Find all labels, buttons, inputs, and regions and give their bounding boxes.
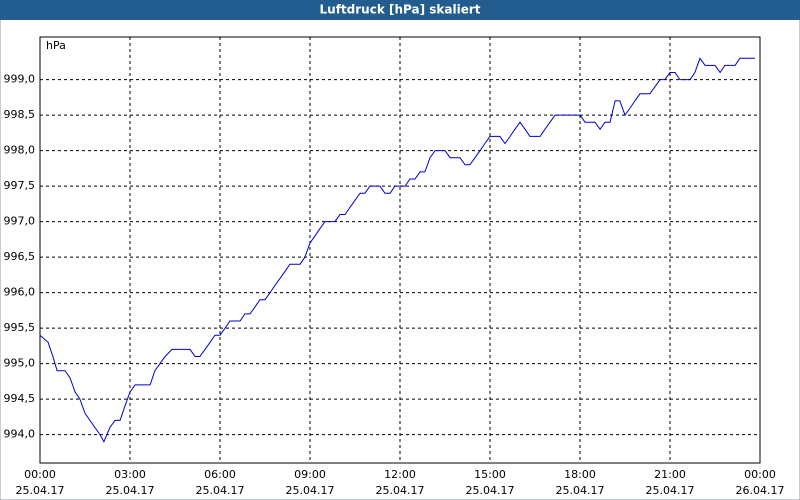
x-tick-label: 09:00 (294, 468, 326, 481)
x-tick-date: 25.04.17 (556, 484, 605, 497)
y-tick-label: 998,0 (4, 144, 36, 157)
x-tick-date: 25.04.17 (466, 484, 515, 497)
x-tick-date: 25.04.17 (16, 484, 65, 497)
y-tick-label: 997,0 (4, 215, 36, 228)
y-tick-label: 999,0 (4, 73, 36, 86)
y-tick-label: 994,5 (4, 392, 36, 405)
x-tick-label: 03:00 (114, 468, 146, 481)
x-tick-label: 15:00 (474, 468, 506, 481)
x-tick-date: 26.04.17 (736, 484, 785, 497)
y-tick-label: 995,5 (4, 321, 36, 334)
y-tick-label: 994,0 (4, 428, 36, 441)
x-tick-label: 00:00 (24, 468, 56, 481)
x-tick-date: 25.04.17 (646, 484, 695, 497)
y-tick-label: 996,0 (4, 286, 36, 299)
x-tick-label: 12:00 (384, 468, 416, 481)
x-tick-date: 25.04.17 (196, 484, 245, 497)
x-tick-label: 21:00 (654, 468, 686, 481)
title-bar (0, 0, 800, 20)
y-tick-label: 998,5 (4, 108, 36, 121)
y-tick-label: 997,5 (4, 179, 36, 192)
x-tick-date: 25.04.17 (286, 484, 335, 497)
x-tick-label: 00:00 (744, 468, 776, 481)
y-tick-label: 995,0 (4, 357, 36, 370)
y-tick-label: 996,5 (4, 250, 36, 263)
x-tick-label: 18:00 (564, 468, 596, 481)
data-line (39, 57, 755, 443)
x-tick-date: 25.04.17 (376, 484, 425, 497)
y-unit: hPa (46, 39, 66, 52)
x-tick-date: 25.04.17 (106, 484, 155, 497)
chart-title: Luftdruck [hPa] skaliert (320, 3, 481, 17)
x-tick-label: 06:00 (204, 468, 236, 481)
